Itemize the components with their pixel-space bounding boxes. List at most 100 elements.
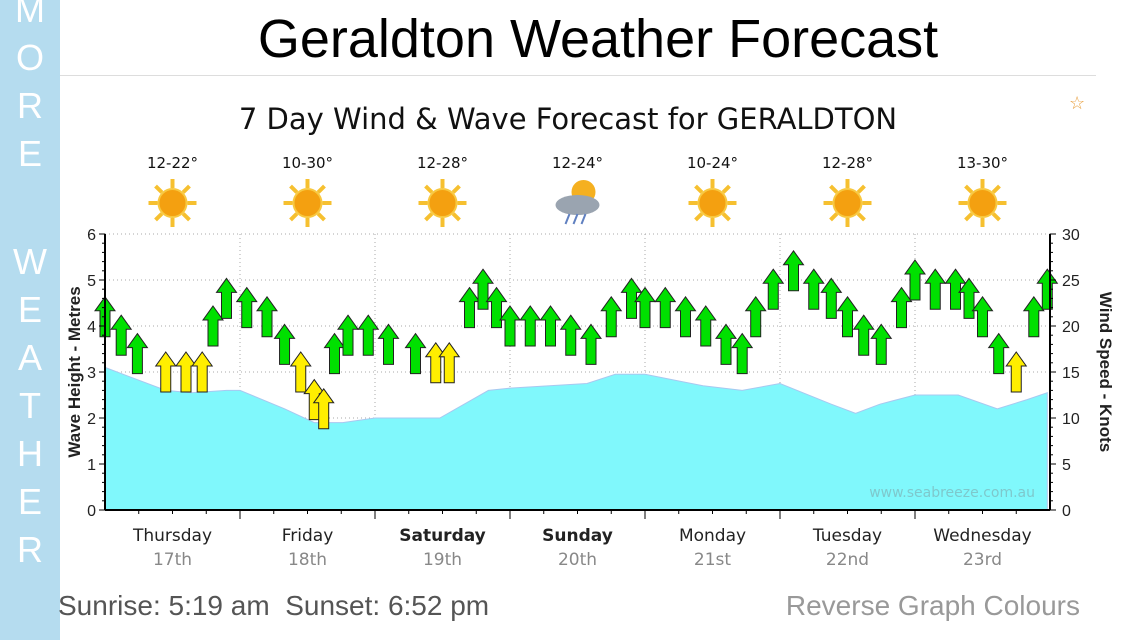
sun-ray <box>154 184 164 194</box>
wind-arrow <box>323 332 346 375</box>
wind-arrow <box>202 305 224 347</box>
y2-tick-label: 5 <box>1062 457 1071 474</box>
wind-arrow <box>485 286 508 329</box>
day-temperature: 12-24° <box>552 154 603 172</box>
wind-arrow <box>289 351 312 393</box>
wind-arrow <box>600 295 623 338</box>
sun-ray <box>991 184 1001 194</box>
sidebar-letter: O <box>15 37 44 78</box>
wind-arrow <box>958 277 980 319</box>
sun-ray <box>424 184 434 194</box>
y2-tick-label: 10 <box>1062 411 1080 428</box>
sun-icon <box>157 188 188 218</box>
y-tick-label: 2 <box>87 411 96 428</box>
wind-arrow <box>802 268 825 310</box>
wind-arrow <box>357 314 380 356</box>
day-label: Thursday <box>132 526 212 546</box>
wind-arrow <box>519 305 542 347</box>
sun-ray <box>856 212 866 222</box>
sun-ray <box>451 184 461 194</box>
wind-arrow <box>458 286 481 329</box>
wind-arrow <box>620 277 643 319</box>
wind-arrow <box>559 314 582 356</box>
wind-arrow <box>890 286 913 329</box>
day-temperature: 13-30° <box>957 154 1008 172</box>
day-temperature: 12-28° <box>822 154 873 172</box>
sun-ray <box>316 212 326 222</box>
wind-arrow <box>191 351 214 393</box>
rain-icon <box>564 213 587 225</box>
date-label: 21st <box>694 550 731 570</box>
wind-arrow <box>634 286 656 329</box>
y-axis-label: Wave Height - Metres <box>65 286 84 457</box>
sidebar-letter: E <box>17 481 42 522</box>
wind-arrow <box>377 323 400 365</box>
wind-arrow <box>126 332 149 375</box>
sun-ray <box>289 212 299 222</box>
sun-ray <box>964 212 974 222</box>
day-temperature: 10-30° <box>282 154 333 172</box>
sidebar-letter: R <box>17 85 43 126</box>
wind-arrow <box>715 323 737 365</box>
wind-arrow <box>852 314 875 356</box>
sidebar-letter: T <box>19 385 41 426</box>
wind-arrow <box>472 268 494 310</box>
date-label: 23rd <box>963 550 1002 570</box>
sun-icon <box>292 188 323 218</box>
wind-arrow <box>987 332 1010 375</box>
sun-ray <box>829 212 839 222</box>
sun-ray <box>154 212 164 222</box>
sun-icon <box>832 188 863 218</box>
wind-arrow <box>904 259 926 301</box>
y2-tick-label: 0 <box>1062 503 1071 520</box>
favorite-star-icon[interactable]: ☆ <box>1069 93 1086 113</box>
sun-ray <box>856 184 866 194</box>
day-label: Sunday <box>542 526 613 546</box>
sun-ray <box>991 212 1001 222</box>
day-label: Wednesday <box>933 526 1031 546</box>
wind-arrow <box>424 341 447 384</box>
y2-tick-label: 15 <box>1062 365 1080 382</box>
wave-height-area <box>104 366 1048 511</box>
wind-arrow <box>674 295 697 338</box>
y-tick-label: 5 <box>87 273 96 290</box>
sidebar-letter: E <box>17 133 42 174</box>
sun-ray <box>289 184 299 194</box>
y2-tick-label: 30 <box>1062 227 1080 244</box>
date-label: 19th <box>423 550 462 570</box>
sun-ray <box>181 212 191 222</box>
wind-arrow <box>1022 295 1045 338</box>
wind-arrow <box>215 277 238 319</box>
sun-ray <box>829 184 839 194</box>
reverse-graph-colours-link[interactable]: Reverse Graph Colours <box>785 590 1080 621</box>
wind-arrow <box>762 268 785 310</box>
wind-arrow <box>235 286 258 329</box>
wind-arrow <box>924 268 947 310</box>
day-label: Monday <box>679 526 746 546</box>
sun-icon <box>967 188 998 218</box>
y-tick-label: 1 <box>87 457 96 474</box>
sun-ray <box>964 184 974 194</box>
sun-icon <box>427 188 458 218</box>
page-title: Geraldton Weather Forecast <box>257 9 939 69</box>
wind-arrow <box>154 351 177 393</box>
sidebar-letter: A <box>17 337 42 378</box>
wind-arrow <box>870 323 893 365</box>
sun-ray <box>721 212 731 222</box>
y-tick-label: 6 <box>87 227 96 244</box>
date-label: 18th <box>288 550 327 570</box>
wind-arrow <box>580 323 602 365</box>
date-label: 20th <box>558 550 597 570</box>
sidebar-letter: E <box>17 289 42 330</box>
date-label: 22nd <box>826 550 869 570</box>
date-label: 17th <box>153 550 192 570</box>
wind-arrow <box>1036 268 1059 310</box>
sidebar-letter: R <box>17 529 43 570</box>
wind-arrow <box>836 295 859 338</box>
sun-ray <box>694 212 704 222</box>
sidebar-letter: H <box>17 433 43 474</box>
day-temperature: 12-22° <box>147 154 198 172</box>
sidebar-letter: W <box>13 241 47 282</box>
wind-arrow <box>539 305 562 347</box>
